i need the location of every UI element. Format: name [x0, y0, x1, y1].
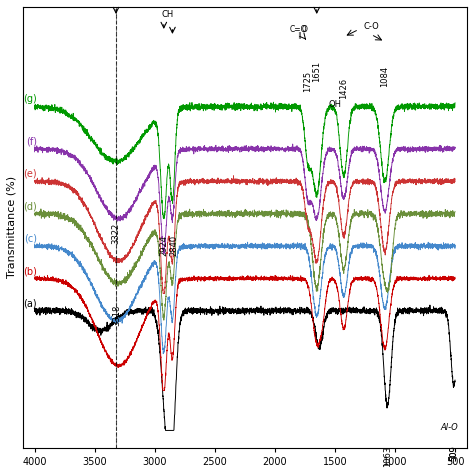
Text: 1084: 1084 [380, 65, 389, 87]
Text: Al-O: Al-O [440, 423, 458, 432]
Text: OH: OH [328, 100, 341, 109]
Text: C-O: C-O [363, 22, 379, 31]
Text: 2924: 2924 [159, 235, 168, 256]
Text: 3322: 3322 [111, 222, 120, 244]
Text: (f): (f) [26, 137, 37, 146]
Text: 1063: 1063 [383, 446, 392, 466]
Text: 2840: 2840 [169, 235, 178, 256]
Text: (a): (a) [23, 299, 37, 309]
Text: CH: CH [162, 10, 174, 19]
Text: (d): (d) [23, 201, 37, 211]
Text: $\mathrm{O}$: $\mathrm{O}$ [301, 23, 309, 34]
Text: 1725: 1725 [303, 71, 312, 91]
Text: 509: 509 [449, 446, 458, 461]
Text: (e): (e) [23, 169, 37, 179]
Text: 1426: 1426 [339, 78, 348, 99]
Text: (c): (c) [24, 234, 37, 244]
Text: 1651: 1651 [312, 61, 321, 82]
Text: $\parallel$: $\parallel$ [296, 30, 302, 41]
Text: (g): (g) [23, 94, 37, 104]
Text: C=O: C=O [290, 25, 308, 34]
Text: 3318: 3318 [112, 304, 121, 326]
Y-axis label: Transmittance (%): Transmittance (%) [7, 176, 17, 278]
Text: (b): (b) [23, 266, 37, 276]
Text: 509: 509 [449, 446, 458, 461]
